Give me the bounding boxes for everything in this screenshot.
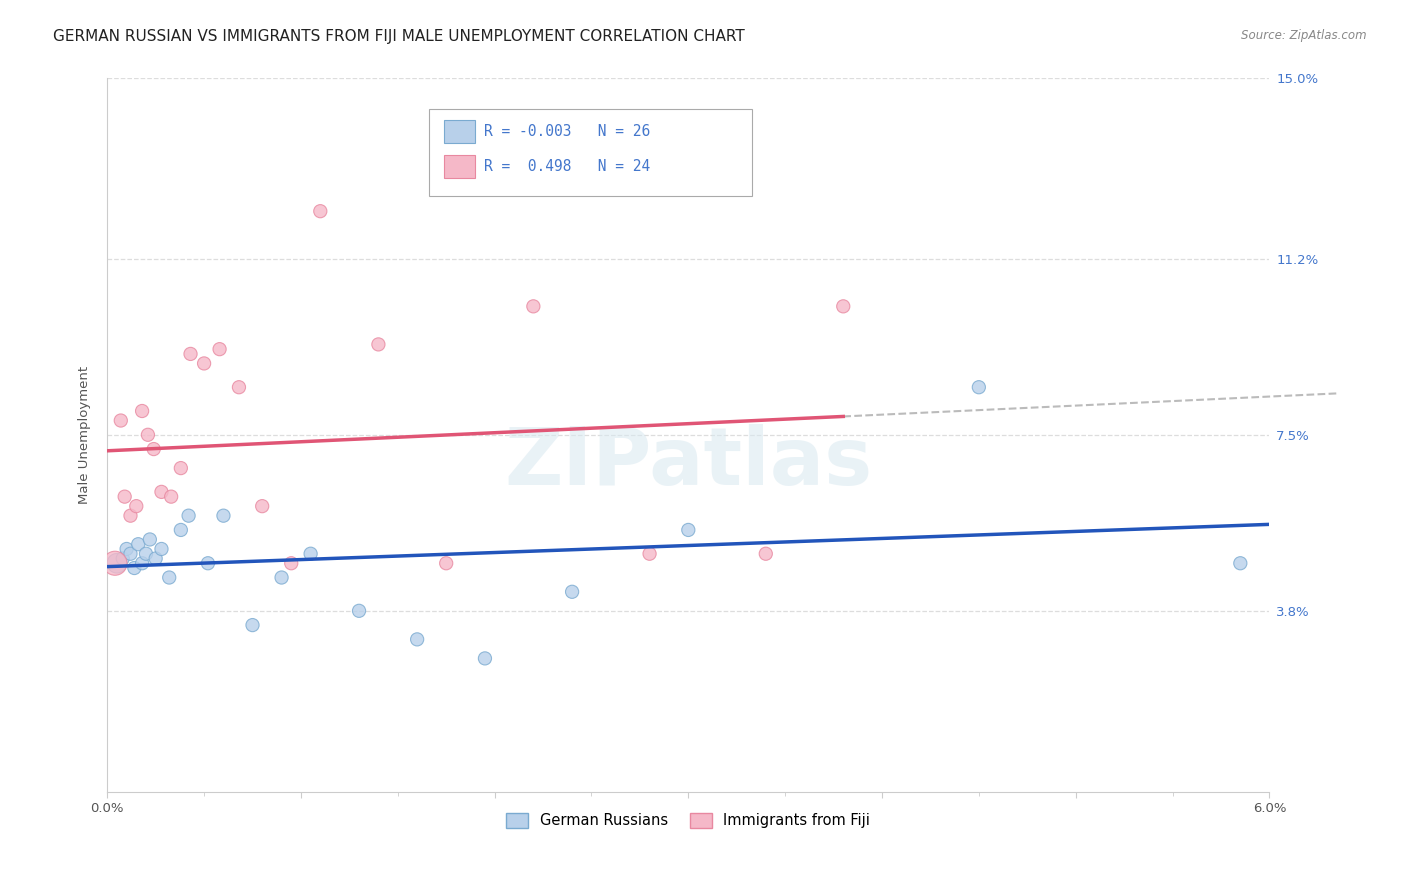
Point: [131, 556, 153, 570]
Point: [177, 508, 200, 523]
Point: [160, 490, 183, 504]
Point: [136, 427, 159, 442]
Point: [367, 337, 389, 351]
Point: [145, 551, 167, 566]
Point: [110, 413, 132, 427]
Point: [131, 404, 153, 418]
Text: ZIPatlas: ZIPatlas: [505, 425, 873, 502]
Point: [561, 584, 583, 599]
Point: [228, 380, 250, 394]
Legend: German Russians, Immigrants from Fiji: German Russians, Immigrants from Fiji: [501, 807, 876, 834]
Point: [299, 547, 322, 561]
Point: [193, 356, 215, 370]
Point: [120, 547, 142, 561]
Point: [127, 537, 149, 551]
Point: [434, 556, 457, 570]
Point: [280, 556, 302, 570]
Point: [638, 547, 661, 561]
Point: [180, 347, 202, 361]
Point: [270, 570, 292, 584]
Point: [474, 651, 496, 665]
Point: [347, 604, 370, 618]
Point: [755, 547, 778, 561]
Text: GERMAN RUSSIAN VS IMMIGRANTS FROM FIJI MALE UNEMPLOYMENT CORRELATION CHART: GERMAN RUSSIAN VS IMMIGRANTS FROM FIJI M…: [53, 29, 745, 44]
Point: [1229, 556, 1251, 570]
Text: R =  0.498   N = 24: R = 0.498 N = 24: [484, 160, 650, 174]
Point: [135, 547, 157, 561]
Point: [105, 556, 128, 570]
Point: [139, 533, 162, 547]
Text: Source: ZipAtlas.com: Source: ZipAtlas.com: [1241, 29, 1367, 42]
Point: [212, 508, 235, 523]
Point: [150, 541, 173, 556]
Point: [250, 499, 273, 513]
Point: [522, 299, 544, 313]
Point: [150, 484, 173, 499]
Point: [111, 551, 134, 566]
Point: [124, 561, 146, 575]
Point: [120, 508, 142, 523]
Point: [406, 632, 429, 647]
Point: [114, 490, 136, 504]
Point: [832, 299, 855, 313]
Point: [142, 442, 165, 456]
Point: [967, 380, 990, 394]
Point: [115, 541, 138, 556]
Y-axis label: Male Unemployment: Male Unemployment: [79, 366, 91, 504]
Text: R = -0.003   N = 26: R = -0.003 N = 26: [484, 124, 650, 138]
Point: [678, 523, 700, 537]
Point: [197, 556, 219, 570]
Point: [208, 342, 231, 356]
Point: [170, 461, 193, 475]
Point: [104, 556, 127, 570]
Point: [309, 204, 332, 219]
Point: [125, 499, 148, 513]
Point: [242, 618, 264, 632]
Point: [170, 523, 193, 537]
Point: [157, 570, 180, 584]
